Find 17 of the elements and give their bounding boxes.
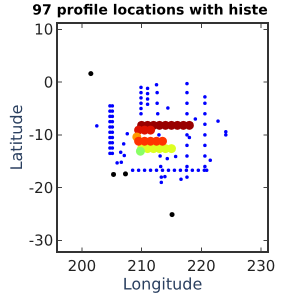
point — [122, 171, 128, 176]
y-tick-label: 10 — [34, 20, 54, 39]
x-tick-label: 230 — [246, 256, 276, 275]
y-tick-label: -30 — [28, 232, 54, 250]
y-axis-title: Latitude — [7, 104, 26, 170]
y-tick-label: -10 — [28, 126, 54, 144]
point — [136, 146, 145, 156]
point — [88, 71, 94, 76]
y-tick-label: 0 — [44, 73, 54, 92]
x-tick-label: 200 — [68, 256, 96, 275]
x-tick-label: 210 — [127, 256, 156, 275]
point — [111, 172, 116, 177]
point — [170, 212, 175, 218]
x-tick-label: 220 — [186, 256, 216, 275]
y-tick-label: -20 — [28, 178, 54, 197]
x-axis-title: Longitude — [122, 274, 202, 294]
chart-title: 97 profile locations with histe — [32, 2, 268, 18]
